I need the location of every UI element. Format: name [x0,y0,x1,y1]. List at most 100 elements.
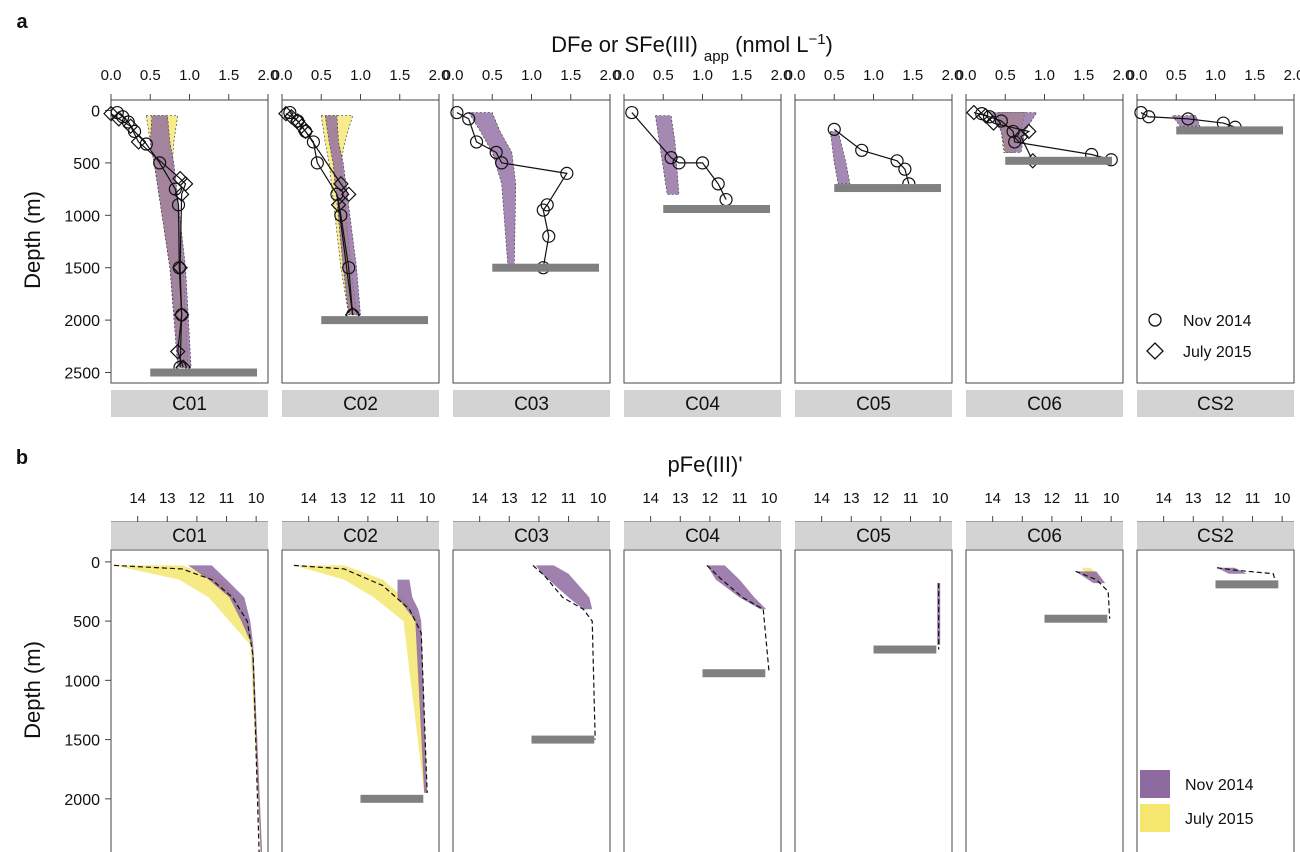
seafloor-bar [321,316,429,325]
panel-a-station-c02: 0.0 0.5 1.0 1.5 2.0 C02 [272,67,450,417]
strip-background [624,390,781,417]
nov-point [1181,112,1195,126]
july-point [293,118,310,135]
x-tick-label: 0.0 [956,67,977,84]
x-tick-label: 11 [390,490,406,507]
x-tick-label: 12 [702,490,719,507]
strip-background [1137,522,1294,549]
nov-envelope [1075,571,1106,584]
panel-a-station-c05: 0.0 0.5 1.0 1.5 2.0 C05 [785,67,962,417]
nov-point [462,112,476,126]
july-point [966,104,982,121]
panel-b-ylabel: Depth (m) [20,641,45,739]
x-tick-label: 1.5 [560,67,581,84]
panel-b-station-c01: 14 13 12 11 10 C01 [110,490,269,852]
nov-point [855,143,869,157]
strip-label: C02 [343,394,378,415]
nov-point [898,162,912,176]
nov-point [495,156,509,170]
x-tick-label: 10 [1274,490,1291,507]
x-tick-label: 2.0 [429,67,450,84]
x-tick-label: 0.5 [311,67,332,84]
y-tick-label: 0 [91,555,100,572]
y-tick-label: 2000 [64,313,100,330]
seafloor-bar [1044,614,1108,623]
x-tick-label: 0.5 [482,67,503,84]
plot-frame [110,549,269,852]
x-tick-label: 12 [873,490,890,507]
panel-b-title: pFe(III)' [667,452,742,477]
nov-point [171,198,186,212]
x-tick-label: 0.5 [653,67,674,84]
strip-label: C04 [685,526,720,547]
panel-a-station-c01: 0.0 0.5 1.0 1.5 2.0 C01 [101,67,278,417]
x-tick-label: 13 [672,490,689,507]
panel-b-station-c03: 14 13 12 11 10 C03 [452,490,611,852]
july-point [977,107,994,124]
seafloor-bar [1215,580,1279,589]
nov-point [175,308,189,322]
panel-a: a DFe or SFe(III) app (nmol L−1) Depth (m)… [16,11,1300,417]
panel-a-station-c06: 0.0 0.5 1.0 1.5 2.0 C06 [956,67,1133,417]
x-tick-label: 12 [531,490,548,507]
nov-point [342,261,356,275]
legend-swatch [1140,804,1170,832]
nov-point [168,182,182,196]
x-tick-label: 1.5 [1073,67,1094,84]
x-tick-label: 1.0 [179,67,200,84]
x-tick-label: 1.5 [389,67,410,84]
nov-point [306,135,320,149]
x-tick-label: 13 [843,490,860,507]
x-tick-label: 0.0 [614,67,635,84]
plot-frame [1136,99,1295,384]
x-tick-label: 0.0 [101,67,122,84]
x-tick-label: 2.0 [771,67,792,84]
strip-background [795,522,952,549]
panel-b-letter: b [16,447,28,469]
seafloor-bar [150,368,258,377]
nov-point [121,115,135,129]
july-point [103,105,119,122]
x-tick-label: 1.0 [1034,67,1055,84]
nov-point [1006,124,1020,139]
x-tick-label: 0.0 [785,67,806,84]
legend-diamond-symbol [1146,342,1164,360]
x-tick-label: 11 [219,490,235,507]
strip-label: C06 [1027,526,1062,547]
strip-label: C03 [514,394,549,415]
nov-point [994,114,1008,128]
panel-b-station-c05: 14 13 12 11 10 C05 [794,490,953,852]
x-tick-label: 14 [813,490,830,507]
strip-background [1137,390,1294,417]
y-tick-label: 1500 [64,733,100,750]
strip-background [111,390,268,417]
plot-frame [623,99,782,384]
july-point [333,176,349,192]
y-tick-label: 2500 [64,366,100,383]
x-tick-label: 11 [732,490,748,507]
y-tick-label: 1000 [64,208,100,225]
strip-label: C02 [343,526,378,547]
nov-point [469,135,484,149]
nov-point [127,124,142,139]
legend-swatch [1140,770,1170,798]
panel-a-station-cs2: 0.0 0.5 1.0 1.5 2.0 CS2 [1127,67,1300,417]
seafloor-bar [1176,126,1284,135]
panel-a-ylabel: Depth (m) [20,191,45,289]
y-tick-label: 1000 [64,673,100,690]
july-point [169,343,186,360]
pfe-profile-line [293,564,428,793]
nov-point [542,229,556,243]
nov-point [975,107,989,121]
y-tick-label: 1500 [64,261,100,278]
nov-envelope [655,115,680,195]
x-tick-label: 13 [1014,490,1031,507]
seafloor-bar [663,205,771,214]
plot-frame [965,549,1124,852]
x-tick-label: 1.0 [863,67,884,84]
july-point [340,186,357,203]
panel-b-station-c06: 14 13 12 11 10 C06 [965,490,1124,852]
x-tick-label: 12 [1044,490,1061,507]
y-tick-label: 2000 [64,792,100,809]
nov-point [330,187,344,201]
